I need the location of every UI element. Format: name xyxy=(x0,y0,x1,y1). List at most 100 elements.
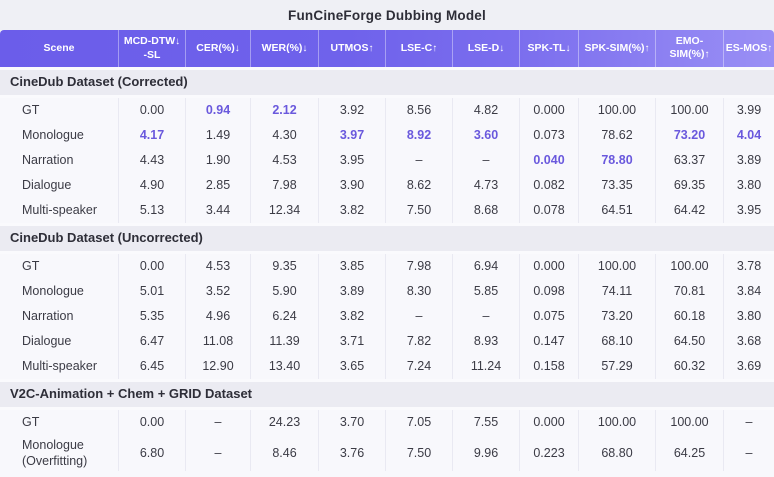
column-label: ES-MOS xyxy=(725,41,768,54)
section-header: CineDub Dataset (Uncorrected) xyxy=(0,222,774,254)
metric-value: 4.53 xyxy=(250,147,318,173)
metric-value: 6.47 xyxy=(118,328,185,354)
column-header-emo-sim: EMO-SIM(%)↑ xyxy=(655,30,723,67)
metric-value: 7.55 xyxy=(452,409,519,435)
metric-value: 57.29 xyxy=(578,353,655,379)
metric-value: – xyxy=(723,409,774,435)
metric-value: 0.000 xyxy=(519,97,578,123)
table-row: Monologue 5.01 3.52 5.90 3.89 8.30 5.85 0.098 74… xyxy=(0,278,774,304)
metric-value: 4.17 xyxy=(118,122,185,148)
metric-value: 6.45 xyxy=(118,353,185,379)
arrow-down-icon: ↓ xyxy=(234,42,240,54)
metrics-table: Scene MCD-DTW↓ -SL CER(%)↓ WER(%)↓ UTMOS↑ LSE-… xyxy=(0,30,774,477)
metric-value: – xyxy=(723,434,774,472)
column-header-mcd-dtw: MCD-DTW↓ -SL xyxy=(118,30,185,67)
metric-value: 100.00 xyxy=(578,409,655,435)
header-row: Scene MCD-DTW↓ -SL CER(%)↓ WER(%)↓ UTMOS↑ LSE-… xyxy=(0,30,774,67)
metric-value: 3.44 xyxy=(185,197,250,223)
metric-value: 3.69 xyxy=(723,353,774,379)
metric-value: 11.08 xyxy=(185,328,250,354)
metric-value: 3.97 xyxy=(318,122,385,148)
metric-value: 0.098 xyxy=(519,278,578,304)
table-row: Monologue 4.17 1.49 4.30 3.97 8.92 3.60 0.073 78… xyxy=(0,122,774,148)
metric-value: 60.32 xyxy=(655,353,723,379)
column-header-spk-tl: SPK-TL↓ xyxy=(519,30,578,67)
scene-label: Multi-speaker xyxy=(0,197,118,223)
metric-value: 100.00 xyxy=(655,97,723,123)
metric-value: 7.24 xyxy=(385,353,452,379)
metric-value: 8.93 xyxy=(452,328,519,354)
scene-label: GT xyxy=(0,409,118,435)
table-row: Multi-speaker 6.45 12.90 13.40 3.65 7.24 11.24… xyxy=(0,353,774,379)
metric-value: 78.62 xyxy=(578,122,655,148)
metric-value: 4.82 xyxy=(452,97,519,123)
metric-value: 73.35 xyxy=(578,172,655,198)
metric-value: 3.60 xyxy=(452,122,519,148)
metric-value: 12.34 xyxy=(250,197,318,223)
metric-value: 3.95 xyxy=(723,197,774,223)
table-row: Monologue (Overfitting) 6.80–8.46 3.76 7.50… xyxy=(0,434,774,472)
metric-value: 8.68 xyxy=(452,197,519,223)
metric-value: 4.73 xyxy=(452,172,519,198)
metric-value: 0.073 xyxy=(519,122,578,148)
scene-label: GT xyxy=(0,97,118,123)
metric-value: 3.76 xyxy=(318,434,385,472)
column-header-cer: CER(%)↓ xyxy=(185,30,250,67)
table-body: CineDub Dataset (Corrected) GT 0.00 0.94 2.1… xyxy=(0,67,774,477)
metric-value: 69.35 xyxy=(655,172,723,198)
metric-value: 8.56 xyxy=(385,97,452,123)
metric-value: 8.46 xyxy=(250,434,318,472)
metric-value: 24.23 xyxy=(250,409,318,435)
column-header-spk-sim: SPK-SIM(%)↑ xyxy=(578,30,655,67)
scene-label: Narration xyxy=(0,303,118,329)
metric-value: 7.50 xyxy=(385,197,452,223)
metric-value: 9.35 xyxy=(250,253,318,279)
metric-value: – xyxy=(185,409,250,435)
metric-value: 3.70 xyxy=(318,409,385,435)
metric-value: 3.82 xyxy=(318,197,385,223)
column-label: UTMOS xyxy=(330,41,369,54)
column-header-scene: Scene xyxy=(0,30,118,67)
metric-value: 0.040 xyxy=(519,147,578,173)
arrow-up-icon: ↑ xyxy=(368,42,374,54)
section-header: V2C-Animation + Chem + GRID Dataset xyxy=(0,378,774,410)
metric-value: 6.24 xyxy=(250,303,318,329)
scene-label: Dialogue xyxy=(0,328,118,354)
metric-value: 64.42 xyxy=(655,197,723,223)
metric-value: 3.78 xyxy=(723,253,774,279)
metric-value: 3.89 xyxy=(723,147,774,173)
table-row: GT 0.00 4.53 9.35 3.85 7.98 6.94 0.000 100.00 100… xyxy=(0,253,774,279)
column-label: SPK-SIM(%) xyxy=(584,41,645,54)
metric-value: 2.85 xyxy=(185,172,250,198)
metric-value: 1.49 xyxy=(185,122,250,148)
metric-value: 68.10 xyxy=(578,328,655,354)
metric-value: 0.078 xyxy=(519,197,578,223)
metric-value: 3.84 xyxy=(723,278,774,304)
metric-value: 0.082 xyxy=(519,172,578,198)
column-label: LSE-C xyxy=(400,41,433,54)
metric-value: 0.158 xyxy=(519,353,578,379)
metric-value: 3.65 xyxy=(318,353,385,379)
page-title: FunCineForge Dubbing Model xyxy=(288,7,486,23)
column-header-wer: WER(%)↓ xyxy=(250,30,318,67)
arrow-up-icon: ↑ xyxy=(704,49,710,61)
metric-value: 3.90 xyxy=(318,172,385,198)
metric-value: 0.94 xyxy=(185,97,250,123)
metric-value: 11.24 xyxy=(452,353,519,379)
metric-value: – xyxy=(385,147,452,173)
metric-value: 7.98 xyxy=(250,172,318,198)
section-row: CineDub Dataset (Uncorrected) xyxy=(0,222,774,254)
column-label: WER(%) xyxy=(261,41,303,54)
column-header-es-mos: ES-MOS↑ xyxy=(723,30,774,67)
metric-value: 8.30 xyxy=(385,278,452,304)
column-label: EMO-SIM(%) xyxy=(669,35,705,61)
arrow-up-icon: ↑ xyxy=(767,42,773,54)
column-header-lse-d: LSE-D↓ xyxy=(452,30,519,67)
table-row: Dialogue 6.47 11.08 11.39 3.71 7.82 8.93 0.147 6… xyxy=(0,328,774,354)
arrow-down-icon: ↓ xyxy=(499,42,505,54)
scene-label: Dialogue xyxy=(0,172,118,198)
scene-label: GT xyxy=(0,253,118,279)
metric-value: 4.53 xyxy=(185,253,250,279)
scene-label: Monologue xyxy=(0,122,118,148)
metric-value: – xyxy=(452,303,519,329)
